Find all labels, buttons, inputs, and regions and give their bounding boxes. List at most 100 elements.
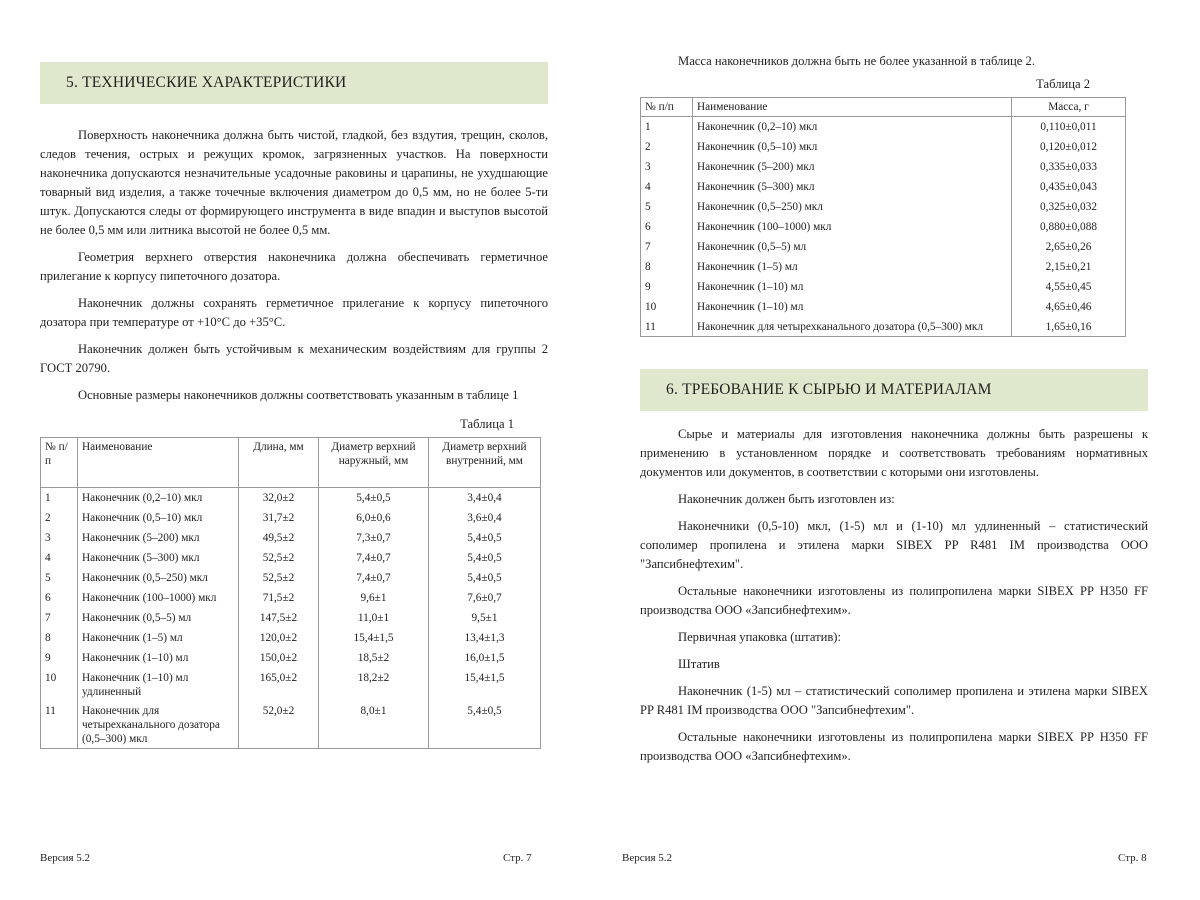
- table-cell: 6,0±0,6: [318, 507, 429, 528]
- table-cell: Наконечник (5–300) мкл: [77, 547, 239, 568]
- table-cell: 5,4±0,5: [318, 487, 429, 508]
- table-cell: 4,65±0,46: [1011, 296, 1126, 317]
- table-cell: 147,5±2: [238, 607, 319, 628]
- table-cell: 7: [40, 607, 78, 628]
- paragraph: Наконечник должен быть изготовлен из:: [678, 492, 895, 506]
- table-cell: 165,0±2: [238, 667, 319, 701]
- paragraph: Остальные наконечники изготовлены из пол…: [640, 730, 1148, 763]
- table-cell: 7,6±0,7: [428, 587, 541, 608]
- table-row: 9 Наконечник (1–10) мл 150,0±2 18,5±2 16,0±1…: [40, 647, 541, 668]
- table-cell: Наконечник (0,5–250) мкл: [77, 567, 239, 588]
- table-cell: 3: [640, 156, 693, 177]
- table-cell: Наконечник (0,5–10) мкл: [692, 136, 1012, 157]
- table-cell: 7,4±0,7: [318, 547, 429, 568]
- table-cell: Наконечник (5–200) мкл: [692, 156, 1012, 177]
- table-cell: 71,5±2: [238, 587, 319, 608]
- paragraph: Основные размеры наконечников должны соо…: [78, 388, 519, 402]
- table-cell: 15,4±1,5: [318, 627, 429, 648]
- footer-version: Версия 5.2: [622, 852, 673, 864]
- table-header-row: № п/п Наименование Длина, мм Диаметр вер…: [40, 437, 541, 488]
- paragraph: Поверхность наконечника должна быть чист…: [40, 128, 548, 237]
- table-cell: Наконечник для четырехканального дозатор…: [692, 316, 1012, 337]
- column-header: Диаметр верхний наружный, мм: [318, 437, 429, 488]
- table-cell: Наконечник (0,2–10) мкл: [77, 487, 239, 508]
- table-cell: 8: [40, 627, 78, 648]
- paragraph: Наконечники (0,5-10) мкл, (1-5) мл и (1-…: [640, 519, 1148, 571]
- table-cell: 52,5±2: [238, 567, 319, 588]
- table-row: 11 Наконечник для четырехканального дозат…: [40, 700, 541, 748]
- table-cell: Наконечник (1–5) мл: [692, 256, 1012, 277]
- table-cell: 7,4±0,7: [318, 567, 429, 588]
- table-cell: 6: [40, 587, 78, 608]
- table-cell: Наконечник (0,5–5) мл: [77, 607, 239, 628]
- paragraph: Штатив: [678, 657, 720, 671]
- table-cell: 3,4±0,4: [428, 487, 541, 508]
- table-cell: 5: [640, 196, 693, 217]
- table-cell: 5,4±0,5: [428, 700, 541, 748]
- table-row: 8 Наконечник (1–5) мл 2,15±0,21: [640, 256, 1126, 277]
- table-cell: Наконечник для четырехканального дозатор…: [77, 700, 239, 748]
- table-cell: 7,3±0,7: [318, 527, 429, 548]
- table-cell: 31,7±2: [238, 507, 319, 528]
- table-cell: 1: [40, 487, 78, 508]
- table-cell: 1,65±0,16: [1011, 316, 1126, 337]
- table-cell: Наконечник (1–10) мл: [692, 296, 1012, 317]
- table-cell: 0,325±0,032: [1011, 196, 1126, 217]
- table-cell: Наконечник (5–200) мкл: [77, 527, 239, 548]
- table-cell: 0,435±0,043: [1011, 176, 1126, 197]
- footer-page-number: Стр. 7: [503, 852, 532, 864]
- table-cell: 5,4±0,5: [428, 567, 541, 588]
- table-cell: 49,5±2: [238, 527, 319, 548]
- table-cell: 10: [40, 667, 78, 701]
- column-header: № п/п: [640, 97, 693, 117]
- section-5-title: 5. ТЕХНИЧЕСКИЕ ХАРАКТЕРИСТИКИ: [40, 62, 548, 104]
- table-cell: 16,0±1,5: [428, 647, 541, 668]
- table-cell: 11: [640, 316, 693, 337]
- left-page: 5. ТЕХНИЧЕСКИЕ ХАРАКТЕРИСТИКИ Поверхност…: [40, 62, 548, 749]
- table-cell: Наконечник (100–1000) мкл: [77, 587, 239, 608]
- table-row: 7 Наконечник (0,5–5) мл 147,5±2 11,0±1 9,5±1: [40, 607, 541, 628]
- table-cell: 7: [640, 236, 693, 257]
- table-cell: Наконечник (0,5–10) мкл: [77, 507, 239, 528]
- table-row: 2 Наконечник (0,5–10) мкл 0,120±0,012: [640, 136, 1126, 157]
- column-header: Диаметр верхний внутренний, мм: [428, 437, 541, 488]
- table-row: 5 Наконечник (0,5–250) мкл 52,5±2 7,4±0,7 5,…: [40, 567, 541, 588]
- table-row: 3 Наконечник (5–200) мкл 0,335±0,033: [640, 156, 1126, 177]
- table-cell: 52,0±2: [238, 700, 319, 748]
- table-cell: 8,0±1: [318, 700, 429, 748]
- table-row: 4 Наконечник (5–300) мкл 0,435±0,043: [640, 176, 1126, 197]
- table-row: 7 Наконечник (0,5–5) мл 2,65±0,26: [640, 236, 1126, 257]
- table-cell: 3: [40, 527, 78, 548]
- table-row: 10 Наконечник (1–10) мл удлиненный 165,0±2…: [40, 667, 541, 701]
- column-header: Длина, мм: [238, 437, 319, 488]
- table-2-intro: Масса наконечников должна быть не более …: [678, 54, 1035, 68]
- table-cell: Наконечник (1–10) мл: [692, 276, 1012, 297]
- table-cell: 4,55±0,45: [1011, 276, 1126, 297]
- paragraph: Наконечник (1-5) мл – статистический соп…: [640, 684, 1148, 717]
- table-cell: 0,120±0,012: [1011, 136, 1126, 157]
- right-page: Масса наконечников должна быть не более …: [640, 52, 1148, 774]
- table-row: 8 Наконечник (1–5) мл 120,0±2 15,4±1,5 13,4±…: [40, 627, 541, 648]
- column-header: № п/п: [40, 437, 78, 488]
- table-cell: Наконечник (1–10) мл удлиненный: [77, 667, 239, 701]
- table-cell: 9,5±1: [428, 607, 541, 628]
- paragraph: Сырье и материалы для изготовления након…: [640, 427, 1148, 479]
- table-row: 11 Наконечник для четырехканального дозат…: [640, 316, 1126, 337]
- table-cell: 2: [40, 507, 78, 528]
- table-cell: Наконечник (1–10) мл: [77, 647, 239, 668]
- table-row: 4 Наконечник (5–300) мкл 52,5±2 7,4±0,7 5,4±…: [40, 547, 541, 568]
- table-row: 6 Наконечник (100–1000) мкл 71,5±2 9,6±1 7,6…: [40, 587, 541, 608]
- table-1: № п/п Наименование Длина, мм Диаметр вер…: [40, 437, 541, 749]
- table-cell: Наконечник (0,5–5) мл: [692, 236, 1012, 257]
- table-2-caption: Таблица 2: [1036, 77, 1090, 91]
- table-1-caption: Таблица 1: [460, 417, 514, 431]
- paragraph: Первичная упаковка (штатив):: [678, 630, 841, 644]
- table-cell: 11: [40, 700, 78, 748]
- column-header: Масса, г: [1011, 97, 1126, 117]
- right-text: Сырье и материалы для изготовления након…: [640, 425, 1148, 774]
- table-cell: 5,4±0,5: [428, 547, 541, 568]
- table-cell: 4: [640, 176, 693, 197]
- table-cell: 18,5±2: [318, 647, 429, 668]
- column-header: Наименование: [77, 437, 239, 488]
- table-cell: Наконечник (100–1000) мкл: [692, 216, 1012, 237]
